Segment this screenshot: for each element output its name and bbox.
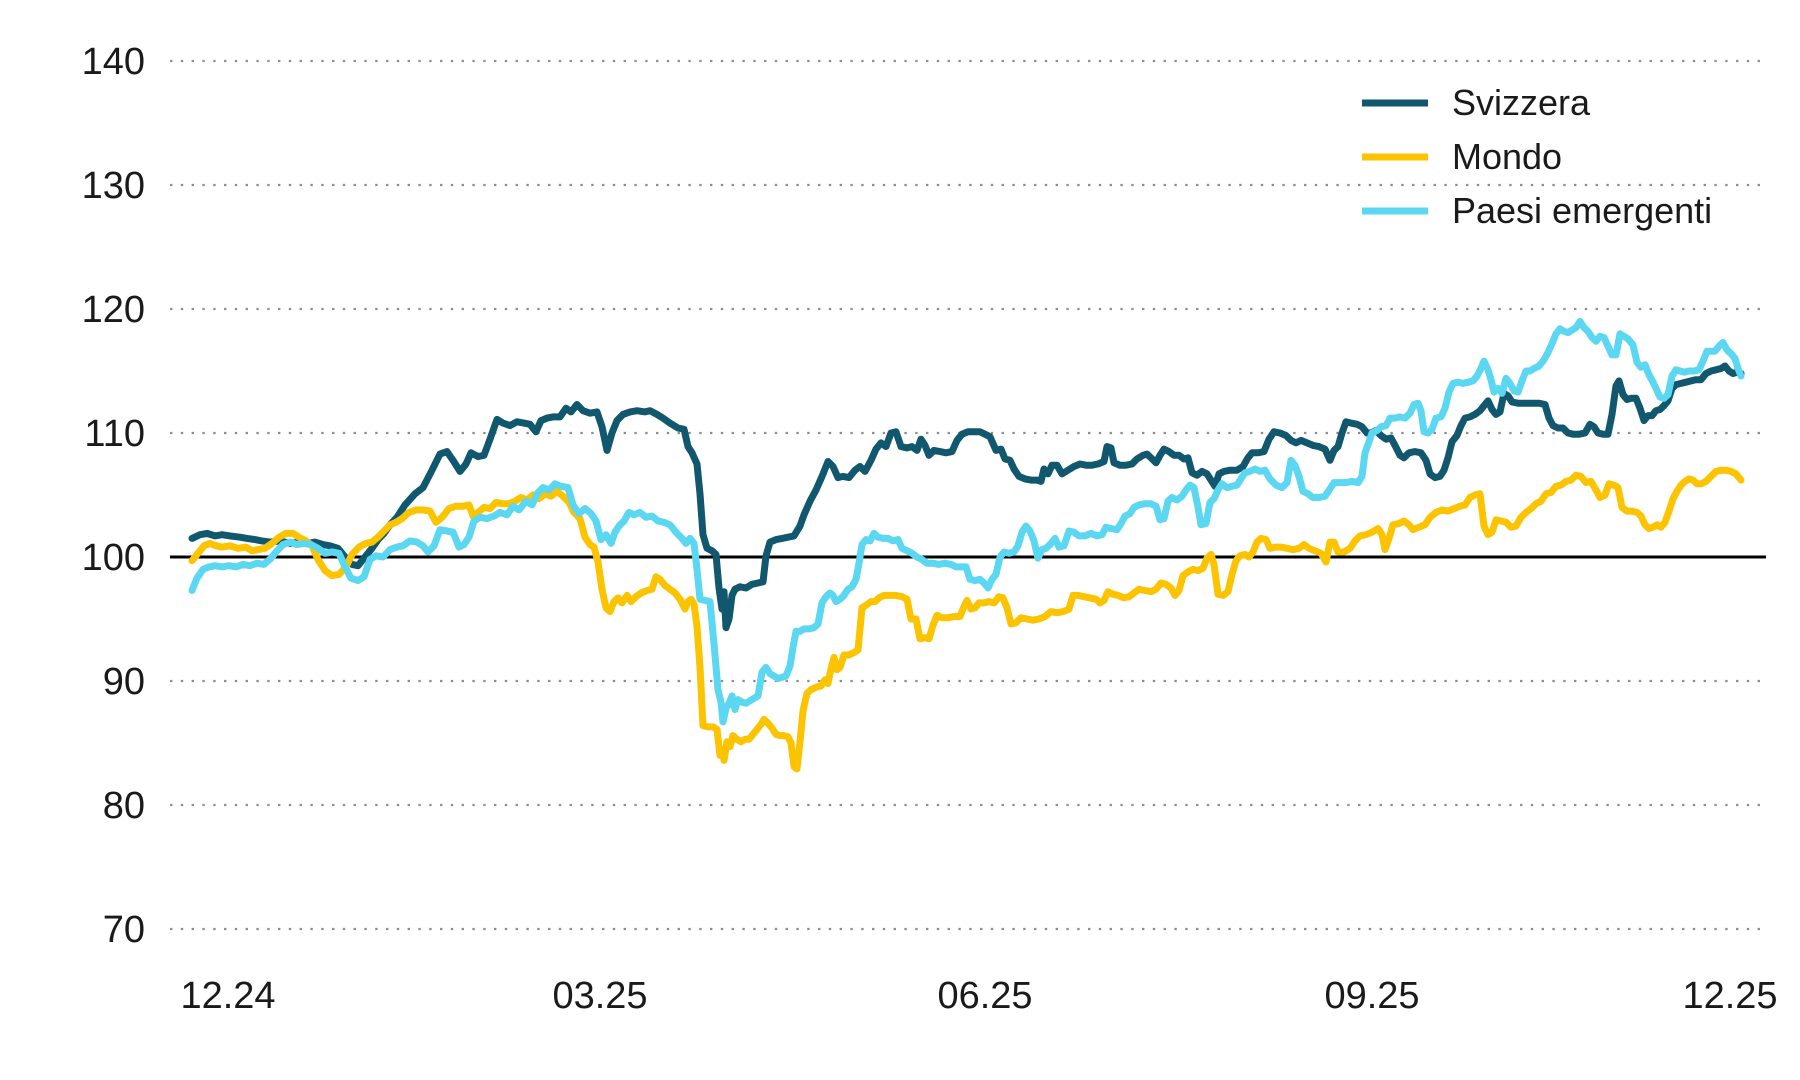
series-line-paesi-emergenti: [188, 317, 1745, 726]
series-lines: [188, 317, 1745, 773]
x-tick-label-06.25: 06.25: [937, 975, 1032, 1017]
y-tick-label-110: 110: [84, 413, 145, 455]
legend-item-mondo: Mondo: [1362, 136, 1562, 177]
legend-label-svizzera: Svizzera: [1452, 82, 1591, 123]
x-tick-label-03.25: 03.25: [552, 975, 647, 1017]
legend: Svizzera Mondo Paesi emergenti: [1362, 82, 1712, 231]
legend-label-paesi-emergenti: Paesi emergenti: [1452, 190, 1712, 231]
y-tick-label-80: 80: [103, 785, 145, 827]
y-tick-label-70: 70: [103, 909, 145, 951]
y-tick-label-130: 130: [82, 165, 145, 207]
y-tick-label-140: 140: [82, 41, 145, 83]
y-tick-label-120: 120: [82, 289, 145, 331]
y-axis-labels: 70 80 90 100 110 120 130 140: [82, 41, 145, 951]
x-tick-label-12.25: 12.25: [1682, 975, 1777, 1017]
x-axis-labels: 12.24 03.25 06.25 09.25 12.25: [180, 975, 1777, 1017]
legend-label-mondo: Mondo: [1452, 136, 1562, 177]
series-line-svizzera: [188, 362, 1745, 632]
x-tick-label-12.24: 12.24: [180, 975, 275, 1017]
y-tick-label-90: 90: [103, 661, 145, 703]
x-tick-label-09.25: 09.25: [1324, 975, 1419, 1017]
legend-item-svizzera: Svizzera: [1362, 82, 1591, 123]
legend-item-paesi-emergenti: Paesi emergenti: [1362, 190, 1712, 231]
series-line-mondo: [188, 466, 1745, 773]
gridlines: [170, 59, 1766, 931]
y-tick-label-100: 100: [82, 537, 145, 579]
